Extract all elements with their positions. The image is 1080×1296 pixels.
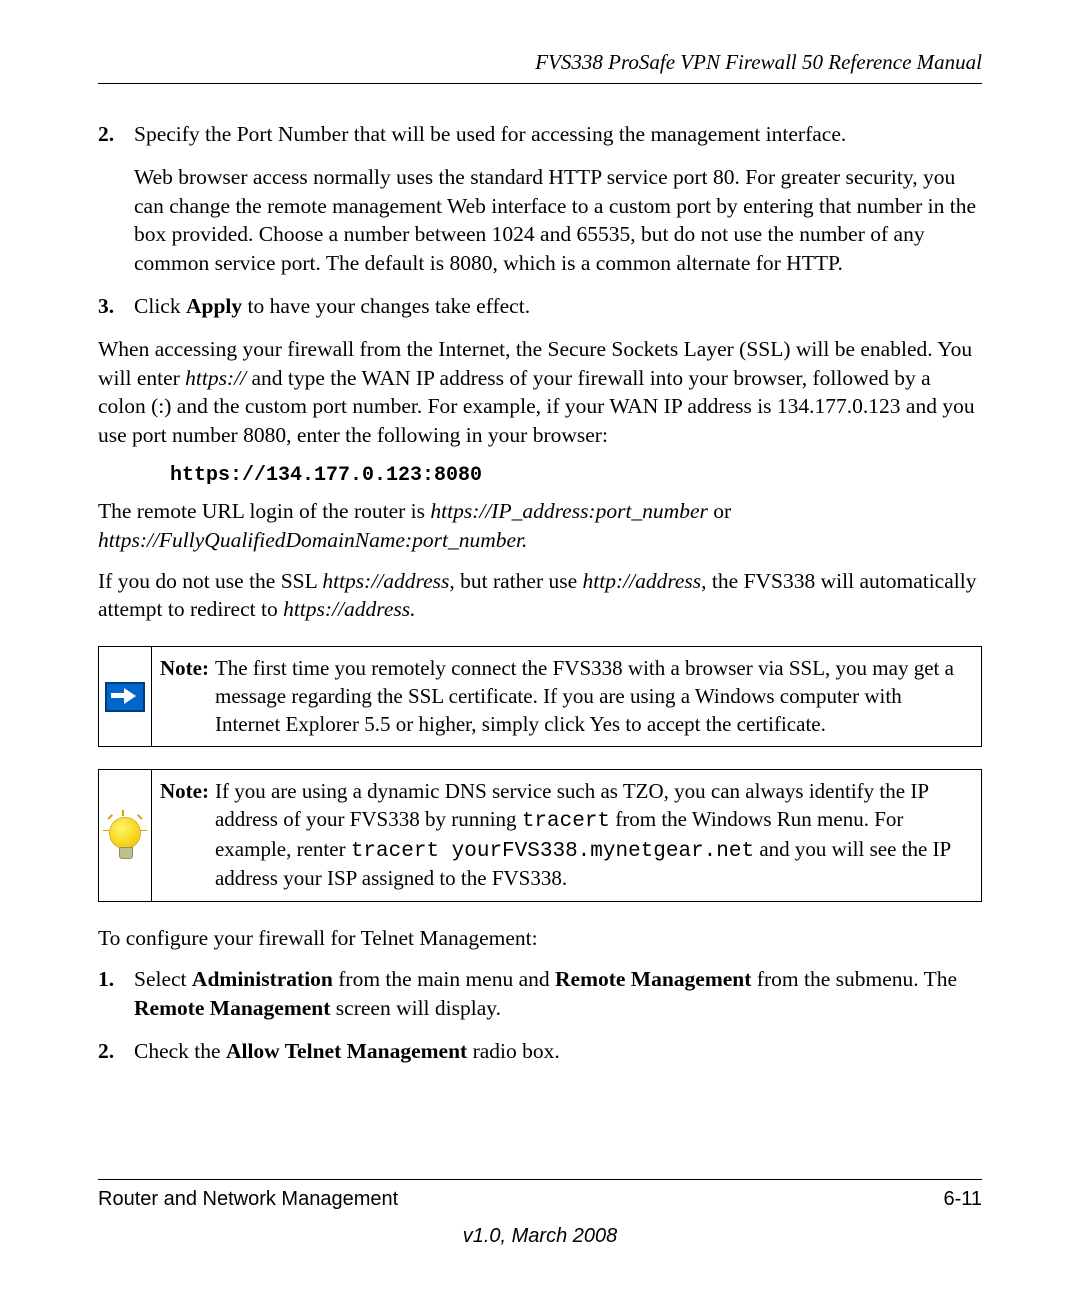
note-icon-cell <box>99 770 152 901</box>
step-2-line2: Web browser access normally uses the sta… <box>134 163 982 278</box>
header-rule <box>98 83 982 84</box>
menu-name: Administration <box>192 967 333 991</box>
note-body: If you are using a dynamic DNS service s… <box>215 778 971 893</box>
note-box-arrow: Note: The first time you remotely connec… <box>98 646 982 747</box>
text: Select <box>134 967 192 991</box>
text: If you do not use the SSL <box>98 569 322 593</box>
arrow-icon <box>105 682 145 712</box>
footer-rule <box>98 1179 982 1180</box>
telnet-step-1: 1. Select Administration from the main m… <box>98 965 982 1023</box>
header-title: FVS338 ProSafe VPN Firewall 50 Reference… <box>98 50 982 75</box>
url-pattern: https://FullyQualifiedDomainName:port_nu… <box>98 528 527 552</box>
command: tracert <box>522 810 610 833</box>
url-pattern: https://IP_address:port_number <box>430 499 708 523</box>
paragraph-telnet-intro: To configure your firewall for Telnet Ma… <box>98 924 982 953</box>
url: https://address <box>322 569 449 593</box>
step-3: 3. Click Apply to have your changes take… <box>98 292 982 321</box>
text: , but rather use <box>449 569 582 593</box>
text: from the submenu. The <box>751 967 957 991</box>
document-page: FVS338 ProSafe VPN Firewall 50 Reference… <box>0 0 1080 1296</box>
text: from the main menu and <box>333 967 555 991</box>
command: tracert yourFVS338.mynetgear.net <box>351 840 754 863</box>
paragraph-ssl-redirect: If you do not use the SSL https://addres… <box>98 567 982 625</box>
text: to have your changes take effect. <box>242 294 530 318</box>
screen-name: Remote Management <box>134 996 330 1020</box>
paragraph-remote-url: The remote URL login of the router is ht… <box>98 497 982 555</box>
text: Click <box>134 294 186 318</box>
note-text: Note: If you are using a dynamic DNS ser… <box>152 770 981 901</box>
code-example: https://134.177.0.123:8080 <box>170 464 982 487</box>
page-number: 6-11 <box>943 1188 982 1211</box>
step-number: 2. <box>98 120 134 278</box>
step-number: 1. <box>98 965 134 1023</box>
text: or <box>708 499 731 523</box>
note-box-bulb: Note: If you are using a dynamic DNS ser… <box>98 769 982 902</box>
step-body: Specify the Port Number that will be use… <box>134 120 982 278</box>
page-footer: Router and Network Management 6-11 v1.0,… <box>98 1179 982 1248</box>
text: Check the <box>134 1039 226 1063</box>
note-label: Note: <box>160 778 209 893</box>
url: http://address <box>583 569 702 593</box>
paragraph-access: When accessing your firewall from the In… <box>98 335 982 450</box>
step-body: Select Administration from the main menu… <box>134 965 982 1023</box>
step-2: 2. Specify the Port Number that will be … <box>98 120 982 278</box>
url: https://address. <box>283 597 415 621</box>
step-number: 2. <box>98 1037 134 1066</box>
note-icon-cell <box>99 647 152 746</box>
apply-label: Apply <box>186 294 242 318</box>
note-label: Note: <box>160 655 209 738</box>
https-text: https:// <box>185 366 246 390</box>
option-name: Allow Telnet Management <box>226 1039 467 1063</box>
step-body: Click Apply to have your changes take ef… <box>134 292 982 321</box>
step-body: Check the Allow Telnet Management radio … <box>134 1037 982 1066</box>
footer-version: v1.0, March 2008 <box>98 1225 982 1248</box>
telnet-step-2: 2. Check the Allow Telnet Management rad… <box>98 1037 982 1066</box>
text: screen will display. <box>330 996 501 1020</box>
step-2-line1: Specify the Port Number that will be use… <box>134 120 982 149</box>
note-body: The first time you remotely connect the … <box>215 655 971 738</box>
menu-name: Remote Management <box>555 967 751 991</box>
text: radio box. <box>467 1039 560 1063</box>
text: The remote URL login of the router is <box>98 499 430 523</box>
lightbulb-icon <box>105 812 145 860</box>
note-text: Note: The first time you remotely connec… <box>152 647 981 746</box>
step-number: 3. <box>98 292 134 321</box>
footer-section-title: Router and Network Management <box>98 1188 398 1211</box>
